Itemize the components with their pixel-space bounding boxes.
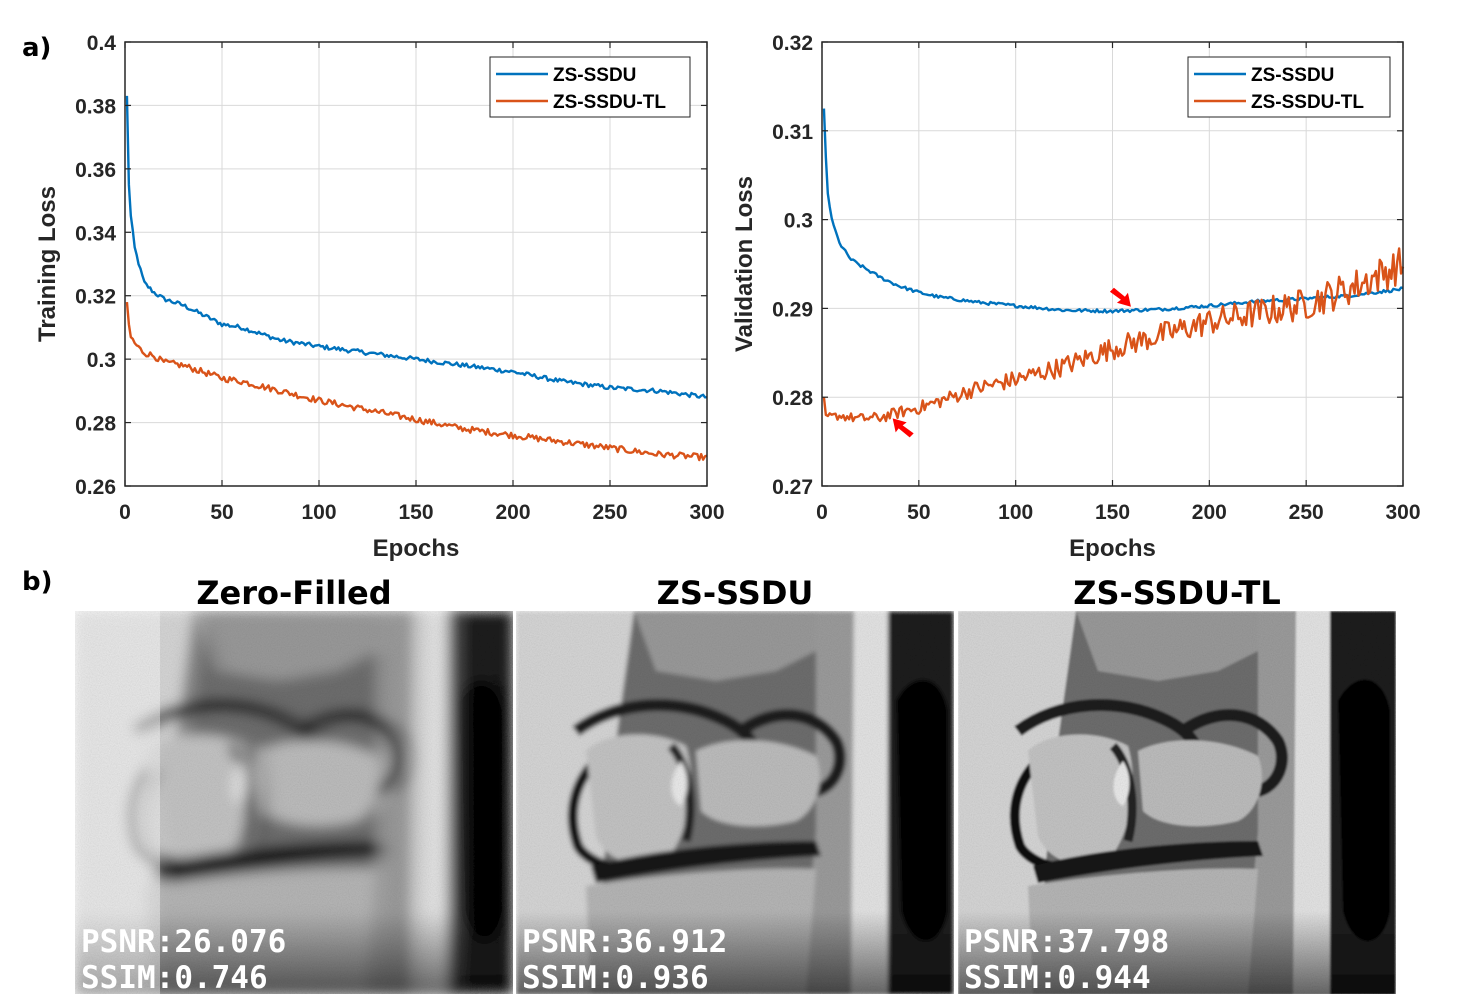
y-tick-label: 0.27 — [772, 476, 813, 499]
image-title: ZS-SSDU-TL — [1073, 574, 1281, 612]
panel-label-a: a) — [22, 33, 51, 63]
x-tick-label: 150 — [398, 501, 433, 524]
annotation-arrow-2 — [892, 418, 914, 438]
legend-box — [489, 56, 691, 118]
x-tick-label: 0 — [816, 501, 828, 524]
y-tick-label: 0.32 — [772, 32, 813, 55]
panel-label-b: b) — [22, 567, 53, 597]
knee-mri-image — [75, 611, 527, 994]
legend-label-1: ZS-SSDU — [1251, 65, 1334, 86]
x-tick-label: 50 — [907, 501, 930, 524]
x-axis-label: Epochs — [373, 535, 460, 562]
x-tick-label: 100 — [998, 501, 1033, 524]
legend-label-1: ZS-SSDU — [553, 65, 636, 86]
y-tick-label: 0.32 — [75, 286, 116, 309]
chart-1: 0 50 100 150 200 250 300 0.26 0.28 0.3 0.32 0.34 0.3… — [34, 32, 725, 562]
legend-box — [1187, 56, 1391, 118]
psnr-value: PSNR:36.912 — [522, 924, 727, 960]
legend-label-2: ZS-SSDU-TL — [553, 92, 666, 113]
x-tick-label: 0 — [119, 501, 131, 524]
ssim-value: SSIM:0.746 — [81, 960, 268, 994]
y-tick-label: 0.28 — [772, 387, 813, 410]
y-tick-label: 0.29 — [772, 298, 813, 321]
x-axis-label: Epochs — [1069, 535, 1156, 562]
annotation-arrow-1 — [1109, 287, 1131, 307]
x-tick-label: 250 — [592, 501, 627, 524]
legend: ZS-SSDU ZS-SSDU-TL — [1187, 56, 1391, 118]
ssim-value: SSIM:0.936 — [522, 960, 709, 994]
y-tick-label: 0.34 — [75, 222, 116, 245]
psnr-value: PSNR:26.076 — [81, 924, 286, 960]
y-tick-label: 0.3 — [87, 349, 116, 372]
image-title: Zero-Filled — [196, 574, 391, 612]
y-axis-label: Training Loss — [34, 186, 61, 342]
x-tick-label: 100 — [301, 501, 336, 524]
y-tick-label: 0.26 — [75, 476, 116, 499]
y-axis-label: Validation Loss — [731, 176, 758, 352]
image-title: ZS-SSDU — [657, 574, 814, 612]
y-tick-label: 0.36 — [75, 159, 116, 182]
legend: ZS-SSDU ZS-SSDU-TL — [489, 56, 691, 118]
series-line-1 — [125, 95, 708, 399]
x-tick-label: 200 — [1192, 501, 1227, 524]
y-tick-label: 0.38 — [75, 95, 116, 118]
y-tick-label: 0.31 — [772, 121, 813, 144]
y-tick-label: 0.3 — [784, 210, 813, 233]
chart-2: 0 50 100 150 200 250 300 0.27 0.28 0.29 0.3 0.31 0.3… — [731, 32, 1421, 562]
x-tick-label: 300 — [1385, 501, 1420, 524]
series-line-2 — [125, 301, 708, 462]
x-tick-label: 300 — [689, 501, 724, 524]
y-tick-label: 0.28 — [75, 413, 116, 436]
x-tick-label: 200 — [495, 501, 530, 524]
ssim-value: SSIM:0.944 — [964, 960, 1151, 994]
x-tick-label: 150 — [1095, 501, 1130, 524]
y-tick-label: 0.4 — [87, 32, 117, 55]
psnr-value: PSNR:37.798 — [964, 924, 1169, 960]
series-line-2 — [822, 247, 1405, 423]
x-tick-label: 250 — [1289, 501, 1324, 524]
series-line-1 — [822, 108, 1404, 314]
x-tick-label: 50 — [210, 501, 233, 524]
legend-label-2: ZS-SSDU-TL — [1251, 92, 1364, 113]
